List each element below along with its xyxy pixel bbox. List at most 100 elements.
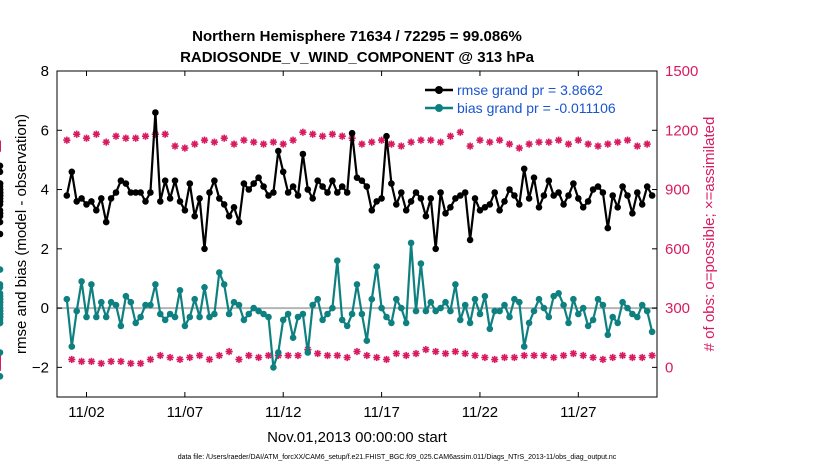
obs-mark xyxy=(412,350,420,357)
rmse-point xyxy=(275,147,282,155)
rmse-point xyxy=(161,177,169,184)
bias-point xyxy=(107,298,115,306)
obs-mark xyxy=(624,136,631,144)
bias-point xyxy=(383,313,390,321)
rmse-point xyxy=(648,192,656,199)
rmse-point xyxy=(220,201,228,208)
rmse-point xyxy=(447,204,454,211)
rmse-point xyxy=(358,177,366,184)
bias-point xyxy=(122,292,130,300)
obs-point xyxy=(584,140,592,148)
left-tick-label: 0 xyxy=(41,300,49,317)
bias-point xyxy=(388,319,395,327)
bias-point xyxy=(363,337,371,345)
left-tick-label: −2 xyxy=(32,359,49,376)
obs-mark xyxy=(201,136,208,144)
obs-mark xyxy=(452,348,459,355)
obs-mark xyxy=(594,142,602,150)
bias-point xyxy=(329,304,336,312)
obs-point xyxy=(205,355,214,364)
obs-mark xyxy=(639,354,646,361)
obs-point xyxy=(604,140,612,148)
bias-point xyxy=(398,304,405,312)
bias-point xyxy=(437,304,444,312)
bias-point xyxy=(594,295,602,303)
x-tick-label: 11/07 xyxy=(167,404,203,421)
bias-point xyxy=(550,292,557,300)
bias-point xyxy=(83,313,90,321)
obs-point xyxy=(299,128,307,136)
rmse-point xyxy=(181,207,189,214)
obs-mark xyxy=(422,346,430,353)
bias-point xyxy=(117,322,125,330)
obs-mark xyxy=(560,352,567,359)
bias-point xyxy=(132,319,139,327)
obs-mark xyxy=(506,140,513,148)
bias-point xyxy=(216,269,223,276)
rmse-point xyxy=(501,198,508,205)
bias-point xyxy=(220,281,228,288)
obs-mark xyxy=(580,352,587,359)
obs-point xyxy=(491,355,499,364)
rmse-point xyxy=(535,204,543,211)
rmse-point xyxy=(240,180,248,187)
rmse-point xyxy=(634,189,641,196)
rmse-point xyxy=(83,201,90,208)
rmse-point xyxy=(171,177,179,184)
obs-point xyxy=(196,351,204,360)
bias-point xyxy=(609,313,616,321)
obs-point xyxy=(589,353,597,362)
obs-point xyxy=(373,353,381,362)
rmse-point xyxy=(319,183,326,190)
bias-point xyxy=(93,313,100,321)
rmse-point xyxy=(112,189,120,196)
obs-mark xyxy=(181,144,189,152)
obs-mark xyxy=(280,140,287,148)
bias-point xyxy=(0,284,4,291)
obs-mark xyxy=(240,136,248,144)
obs-mark xyxy=(245,352,252,359)
bias-point xyxy=(427,298,435,306)
legend: rmse grand pr = 3.8662 bias grand pr = -… xyxy=(419,77,650,117)
rmse-point xyxy=(260,183,267,190)
obs-point xyxy=(609,353,617,362)
right-tick-label: 1500 xyxy=(665,63,698,80)
rmse-point xyxy=(250,180,257,187)
obs-mark xyxy=(309,131,316,138)
left-tick-label: 8 xyxy=(41,63,49,80)
obs-point xyxy=(422,345,430,354)
bias-point xyxy=(78,278,85,285)
rmse-point xyxy=(496,207,503,214)
bias-point xyxy=(368,295,376,303)
obs-point xyxy=(161,130,169,138)
obs-point xyxy=(92,130,100,138)
bias-point xyxy=(565,319,572,327)
bias-point xyxy=(614,319,621,327)
x-axis-label: Nov.01,2013 00:00:00 start xyxy=(267,429,448,446)
rmse-point xyxy=(565,192,572,199)
rmse-point xyxy=(402,207,410,214)
rmse-point xyxy=(289,183,297,190)
rmse-point xyxy=(412,189,420,196)
obs-mark xyxy=(457,129,464,136)
rmse-point xyxy=(373,198,381,205)
rmse-point xyxy=(343,189,351,196)
obs-point xyxy=(648,351,656,360)
rmse-point xyxy=(457,192,464,199)
rmse-point xyxy=(0,162,4,170)
legend-bias-marker xyxy=(435,104,443,112)
obs-mark xyxy=(230,140,238,148)
obs-point xyxy=(141,132,150,140)
obs-point xyxy=(432,347,440,356)
obs-point xyxy=(314,349,322,358)
right-axis-label: # of obs: o=possible; ×=assimilated xyxy=(701,117,718,352)
bias-point xyxy=(540,304,548,312)
rmse-point xyxy=(619,183,626,190)
bias-point xyxy=(142,301,149,309)
bias-point xyxy=(73,307,80,315)
bias-point xyxy=(348,310,356,318)
obs-mark xyxy=(216,352,223,359)
bias-point xyxy=(245,310,253,318)
obs-mark xyxy=(525,140,533,148)
